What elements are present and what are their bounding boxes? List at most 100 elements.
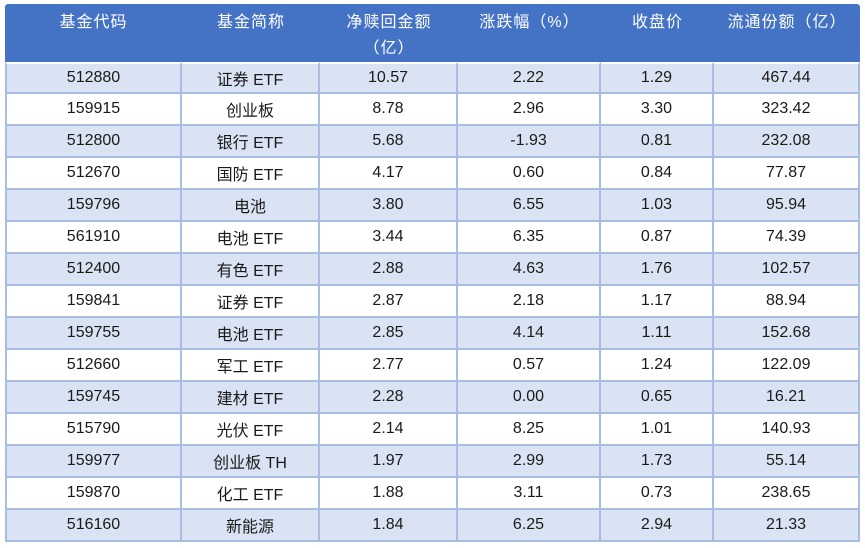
table-cell: 8.25 <box>458 414 601 446</box>
table-cell: 88.94 <box>714 286 860 318</box>
table-cell: 55.14 <box>714 446 860 478</box>
table-cell: 232.08 <box>714 126 860 158</box>
column-header: 基金代码 <box>5 4 182 62</box>
table-cell: 0.57 <box>458 350 601 382</box>
table-cell: 1.01 <box>601 414 714 446</box>
table-row: 159796 电池 3.80 6.55 1.03 95.94 <box>5 190 860 222</box>
table-cell: 21.33 <box>714 510 860 542</box>
table-row: 512800 银行 ETF 5.68 -1.93 0.81 232.08 <box>5 126 860 158</box>
table-cell: 77.87 <box>714 158 860 190</box>
table-cell: 0.73 <box>601 478 714 510</box>
table-cell: 159870 <box>5 478 182 510</box>
table-cell: 159915 <box>5 94 182 126</box>
table-cell: 银行 ETF <box>182 126 320 158</box>
table-cell: 有色 ETF <box>182 254 320 286</box>
table-cell: 2.18 <box>458 286 601 318</box>
table-cell: 1.84 <box>320 510 458 542</box>
table-cell: -1.93 <box>458 126 601 158</box>
table-cell: 3.80 <box>320 190 458 222</box>
table-row: 512880 证券 ETF 10.57 2.22 1.29 467.44 <box>5 62 860 94</box>
table-cell: 0.65 <box>601 382 714 414</box>
table-cell: 1.76 <box>601 254 714 286</box>
table-row: 159870 化工 ETF 1.88 3.11 0.73 238.65 <box>5 478 860 510</box>
table-row: 512670 国防 ETF 4.17 0.60 0.84 77.87 <box>5 158 860 190</box>
table-cell: 证券 ETF <box>182 62 320 94</box>
table-cell: 0.00 <box>458 382 601 414</box>
fund-flow-table: 基金代码 基金简称 净赎回金额 （亿） 涨跌幅（%） 收盘价 流通份额（亿） 512880… <box>5 4 860 542</box>
table-row: 159745 建材 ETF 2.28 0.00 0.65 16.21 <box>5 382 860 414</box>
table-cell: 3.11 <box>458 478 601 510</box>
table-cell: 2.22 <box>458 62 601 94</box>
table-cell: 建材 ETF <box>182 382 320 414</box>
table-cell: 0.87 <box>601 222 714 254</box>
table-cell: 光伏 ETF <box>182 414 320 446</box>
table-cell: 512880 <box>5 62 182 94</box>
table-row: 512660 军工 ETF 2.77 0.57 1.24 122.09 <box>5 350 860 382</box>
table-cell: 561910 <box>5 222 182 254</box>
table-cell: 102.57 <box>714 254 860 286</box>
column-header: 涨跌幅（%） <box>458 4 601 62</box>
table-cell: 152.68 <box>714 318 860 350</box>
table-cell: 3.44 <box>320 222 458 254</box>
table-cell: 1.17 <box>601 286 714 318</box>
table-cell: 1.11 <box>601 318 714 350</box>
table-row: 159755 电池 ETF 2.85 4.14 1.11 152.68 <box>5 318 860 350</box>
table-cell: 512800 <box>5 126 182 158</box>
table-cell: 6.35 <box>458 222 601 254</box>
table-header-row: 基金代码 基金简称 净赎回金额 （亿） 涨跌幅（%） 收盘价 流通份额（亿） <box>5 4 860 62</box>
table-cell: 515790 <box>5 414 182 446</box>
table-row: 515790 光伏 ETF 2.14 8.25 1.01 140.93 <box>5 414 860 446</box>
table-cell: 创业板 TH <box>182 446 320 478</box>
table-row: 561910 电池 ETF 3.44 6.35 0.87 74.39 <box>5 222 860 254</box>
table-cell: 2.94 <box>601 510 714 542</box>
table-cell: 电池 <box>182 190 320 222</box>
table-cell: 创业板 <box>182 94 320 126</box>
table-cell: 16.21 <box>714 382 860 414</box>
table-cell: 8.78 <box>320 94 458 126</box>
table-cell: 1.88 <box>320 478 458 510</box>
table-cell: 2.99 <box>458 446 601 478</box>
table-cell: 化工 ETF <box>182 478 320 510</box>
table-cell: 4.14 <box>458 318 601 350</box>
table-cell: 军工 ETF <box>182 350 320 382</box>
table-cell: 2.88 <box>320 254 458 286</box>
column-header: 净赎回金额 （亿） <box>320 4 458 62</box>
table-cell: 159745 <box>5 382 182 414</box>
table-cell: 0.60 <box>458 158 601 190</box>
table-cell: 6.55 <box>458 190 601 222</box>
table-cell: 0.84 <box>601 158 714 190</box>
table-cell: 159796 <box>5 190 182 222</box>
table-cell: 2.28 <box>320 382 458 414</box>
table-cell: 国防 ETF <box>182 158 320 190</box>
table-cell: 1.24 <box>601 350 714 382</box>
table-cell: 95.94 <box>714 190 860 222</box>
table-cell: 2.87 <box>320 286 458 318</box>
table-cell: 4.17 <box>320 158 458 190</box>
table-cell: 512660 <box>5 350 182 382</box>
column-header: 流通份额（亿） <box>714 4 860 62</box>
column-header: 收盘价 <box>601 4 714 62</box>
table-cell: 10.57 <box>320 62 458 94</box>
table-cell: 6.25 <box>458 510 601 542</box>
column-header: 基金简称 <box>182 4 320 62</box>
table-cell: 2.77 <box>320 350 458 382</box>
table-body: 512880 证券 ETF 10.57 2.22 1.29 467.44 159915 创业板… <box>5 62 860 542</box>
table-cell: 证券 ETF <box>182 286 320 318</box>
table-cell: 159841 <box>5 286 182 318</box>
table-cell: 140.93 <box>714 414 860 446</box>
table-cell: 516160 <box>5 510 182 542</box>
table-cell: 512670 <box>5 158 182 190</box>
table-cell: 2.14 <box>320 414 458 446</box>
table-cell: 159755 <box>5 318 182 350</box>
table-row: 159841 证券 ETF 2.87 2.18 1.17 88.94 <box>5 286 860 318</box>
table-cell: 159977 <box>5 446 182 478</box>
table-cell: 电池 ETF <box>182 318 320 350</box>
table-cell: 0.81 <box>601 126 714 158</box>
table-cell: 4.63 <box>458 254 601 286</box>
table-cell: 74.39 <box>714 222 860 254</box>
table-row: 159915 创业板 8.78 2.96 3.30 323.42 <box>5 94 860 126</box>
table-row: 159977 创业板 TH 1.97 2.99 1.73 55.14 <box>5 446 860 478</box>
table-cell: 1.29 <box>601 62 714 94</box>
table-cell: 467.44 <box>714 62 860 94</box>
